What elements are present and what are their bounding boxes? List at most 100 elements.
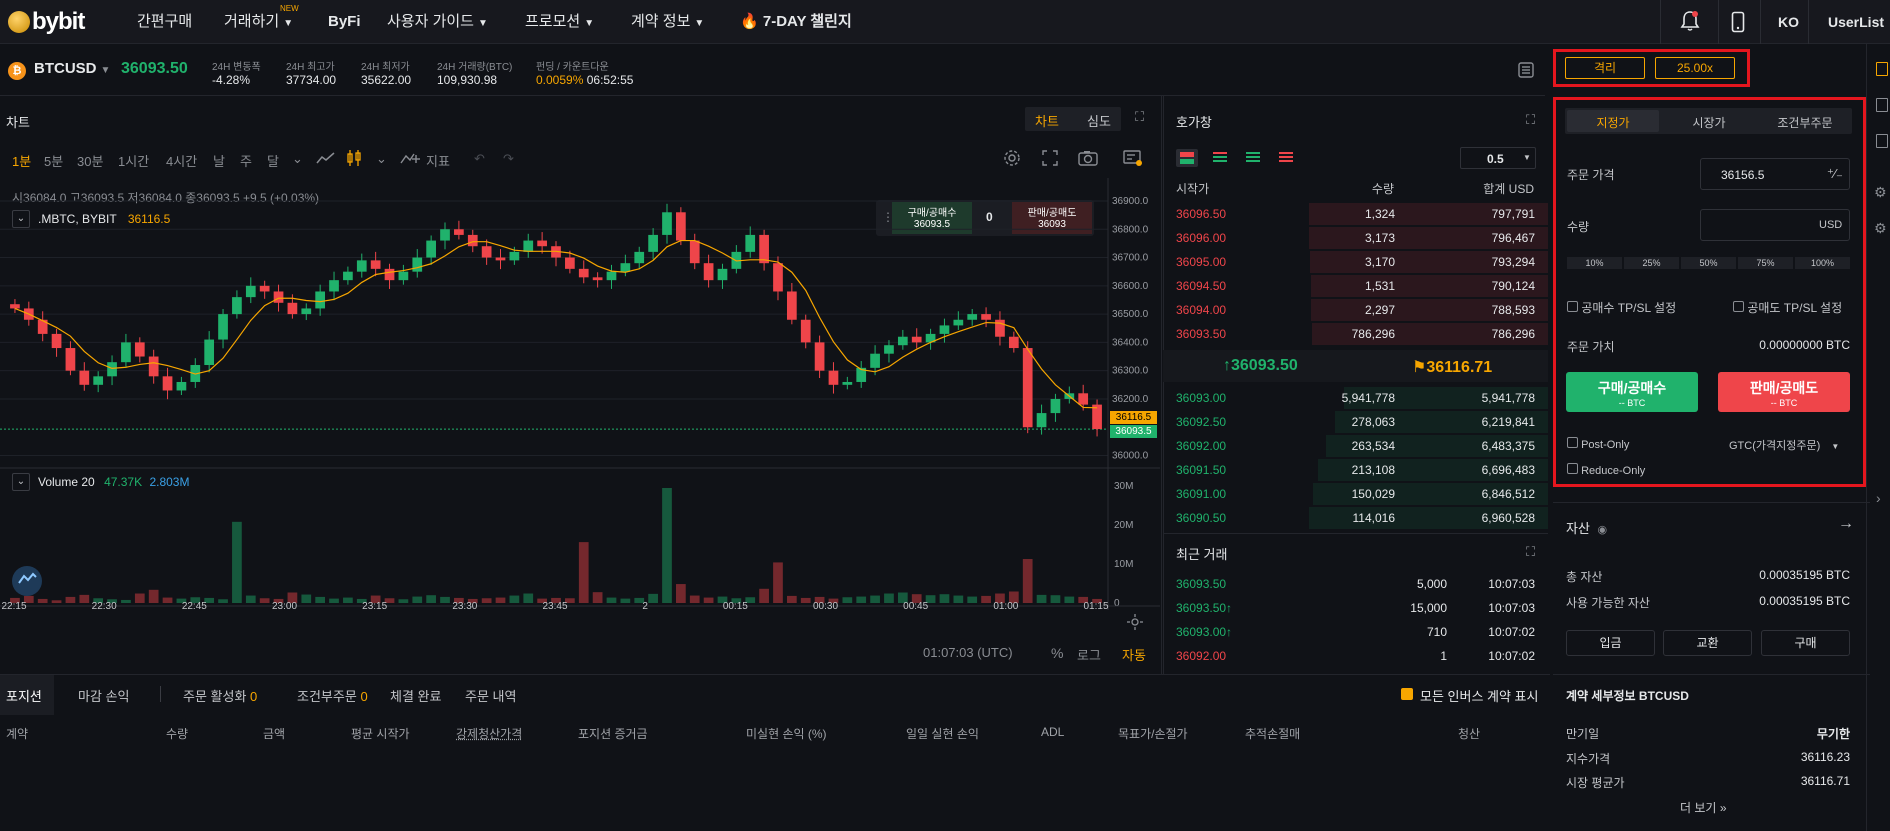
tf-4h[interactable]: 4시간	[166, 154, 198, 169]
orderbook-row[interactable]: 36090.50 114,016 6,960,528	[1163, 506, 1548, 530]
ob-total[interactable]: 788,593	[1491, 303, 1535, 317]
checkbox[interactable]	[1733, 301, 1744, 312]
orderbook-row[interactable]: 36091.00 150,029 6,846,512	[1163, 482, 1548, 506]
ob-qty[interactable]: 3,170	[1364, 255, 1395, 269]
ob-qty[interactable]: 3,173	[1364, 231, 1395, 245]
checkbox[interactable]	[1567, 437, 1578, 448]
order-panel-icon[interactable]	[1876, 62, 1888, 76]
pct-25[interactable]: 25%	[1642, 258, 1661, 268]
mobile-app-icon[interactable]	[1731, 11, 1745, 33]
tab-conditional[interactable]: 조건부주문	[1777, 116, 1833, 130]
pct-10[interactable]: 10%	[1585, 258, 1604, 268]
settings-icon[interactable]: ⚙	[1874, 220, 1887, 236]
nav-easy-buy[interactable]: 간편구매	[137, 13, 193, 30]
chart-settings-icon[interactable]	[1003, 149, 1021, 170]
layout-settings-icon[interactable]	[1518, 62, 1534, 78]
quick-buy-button[interactable]: 구매/공매수 36093.5	[892, 202, 972, 234]
ob-price[interactable]: 36096.00	[1176, 231, 1227, 245]
tab-limit[interactable]: 지정가	[1596, 116, 1630, 130]
checkbox[interactable]	[1567, 463, 1578, 474]
ob-total[interactable]: 6,696,483	[1481, 463, 1535, 477]
tf-30m[interactable]: 30분	[77, 154, 104, 169]
language-selector[interactable]: KO	[1778, 14, 1799, 30]
fullscreen-icon[interactable]	[1042, 150, 1058, 169]
log-scale-toggle[interactable]: 로그	[1077, 648, 1101, 663]
ob-price[interactable]: 36093.00	[1176, 391, 1227, 405]
tab-active-orders[interactable]: 주문 활성화 0	[183, 689, 258, 704]
ob-price[interactable]: 36095.00	[1176, 255, 1227, 269]
notification-bell-icon[interactable]	[1680, 10, 1700, 34]
tpsl-buy-option[interactable]: 공매수 TP/SL 설정	[1567, 299, 1676, 316]
tab-closed-pnl[interactable]: 마감 손익	[78, 689, 130, 704]
orderbook-row[interactable]: 36092.50 278,063 6,219,841	[1163, 410, 1548, 434]
tpsl-sell-option[interactable]: 공매도 TP/SL 설정	[1733, 299, 1842, 316]
expand-icon[interactable]: ⛶	[1526, 544, 1536, 559]
ob-total[interactable]: 790,124	[1491, 279, 1535, 293]
candlestick-icon[interactable]	[346, 149, 362, 170]
indicator-icon[interactable]	[400, 151, 420, 168]
pct-75[interactable]: 75%	[1756, 258, 1775, 268]
ob-qty[interactable]: 213,108	[1351, 463, 1395, 477]
layout-icon[interactable]	[1876, 98, 1888, 112]
pct-100[interactable]: 100%	[1810, 258, 1835, 268]
line-chart-icon[interactable]	[316, 151, 336, 168]
pct-50[interactable]: 50%	[1699, 258, 1718, 268]
user-menu[interactable]: UserList	[1828, 14, 1885, 30]
margin-mode-button[interactable]: 격리	[1565, 57, 1645, 79]
qty-input[interactable]: USD	[1700, 209, 1850, 241]
drag-handle-icon[interactable]: ⋮	[882, 210, 894, 224]
ob-price[interactable]: 36094.50	[1176, 279, 1227, 293]
tab-order-history[interactable]: 주문 내역	[465, 689, 517, 704]
tab-filled[interactable]: 체결 완료	[390, 689, 442, 704]
ob-price[interactable]: 36094.00	[1176, 303, 1227, 317]
expand-icon[interactable]: ⛶	[1135, 109, 1145, 124]
ob-total[interactable]: 793,294	[1491, 255, 1535, 269]
nav-byfi[interactable]: ByFi	[328, 13, 361, 30]
collapse-volume-button[interactable]: ⌄	[12, 473, 30, 491]
ob-total[interactable]: 786,296	[1491, 327, 1535, 341]
ob-qty[interactable]: 263,534	[1351, 439, 1395, 453]
orderbook-sell-only-icon[interactable]	[1275, 149, 1297, 167]
orderbook-both-icon[interactable]	[1176, 149, 1198, 167]
symbol-selector[interactable]: BTCUSD ▼	[34, 60, 111, 77]
utc-clock[interactable]: 01:07:03 (UTC)	[923, 645, 1013, 660]
orderbook-asks-icon[interactable]	[1242, 149, 1264, 167]
nav-trade[interactable]: 거래하기 ▼ NEW	[224, 4, 299, 30]
tab-chart[interactable]: 차트	[1035, 114, 1059, 129]
camera-icon[interactable]	[1078, 150, 1098, 169]
orderbook-row[interactable]: 36093.50 786,296 786,296	[1163, 322, 1548, 346]
orderbook-row[interactable]: 36093.00 5,941,778 5,941,778	[1163, 386, 1548, 410]
tf-month[interactable]: 달	[267, 154, 279, 169]
buy-crypto-button[interactable]: 구매	[1761, 630, 1850, 656]
ob-total[interactable]: 6,846,512	[1481, 487, 1535, 501]
quick-sell-button[interactable]: 판매/공매도 36093	[1012, 202, 1092, 234]
quick-qty[interactable]: 0	[986, 210, 993, 224]
nav-user-guide[interactable]: 사용자 가이드 ▼	[387, 13, 488, 30]
deposit-button[interactable]: 입금	[1566, 630, 1655, 656]
ob-price[interactable]: 36091.50	[1176, 463, 1227, 477]
tab-depth[interactable]: 심도	[1087, 114, 1111, 129]
chevron-down-icon[interactable]: ⌄	[292, 151, 303, 166]
ob-price[interactable]: 36092.00	[1176, 439, 1227, 453]
ob-qty[interactable]: 114,016	[1352, 511, 1396, 525]
tick-size-select[interactable]: 0.5 ▼	[1460, 147, 1536, 169]
ob-qty[interactable]: 5,941,778	[1341, 391, 1395, 405]
ob-qty[interactable]: 2,297	[1364, 303, 1395, 317]
ob-qty[interactable]: 1,324	[1364, 207, 1395, 221]
ob-total[interactable]: 6,483,375	[1481, 439, 1535, 453]
checkbox[interactable]	[1567, 301, 1578, 312]
ob-total[interactable]: 6,219,841	[1481, 415, 1535, 429]
tab-market[interactable]: 시장가	[1692, 116, 1726, 130]
auto-scale-toggle[interactable]: 자동	[1122, 648, 1146, 663]
show-all-inverse-label[interactable]: 모든 인버스 계약 표시	[1420, 689, 1539, 704]
exchange-button[interactable]: 교환	[1663, 630, 1752, 656]
price-input[interactable]: 36156.5 ⁺⁄₋	[1700, 158, 1850, 190]
redo-icon[interactable]: ↷	[503, 151, 514, 166]
orderbook-row[interactable]: 36095.00 3,170 793,294	[1163, 250, 1548, 274]
tf-day[interactable]: 날	[213, 154, 225, 169]
chevron-right-icon[interactable]: ›	[1876, 490, 1881, 506]
ob-qty[interactable]: 1,531	[1364, 279, 1395, 293]
price-adjust-icon[interactable]: ⁺⁄₋	[1827, 166, 1843, 181]
nav-7day-challenge[interactable]: 🔥 7-DAY 챌린지	[740, 13, 852, 30]
post-only-option[interactable]: Post-Only	[1567, 437, 1629, 451]
